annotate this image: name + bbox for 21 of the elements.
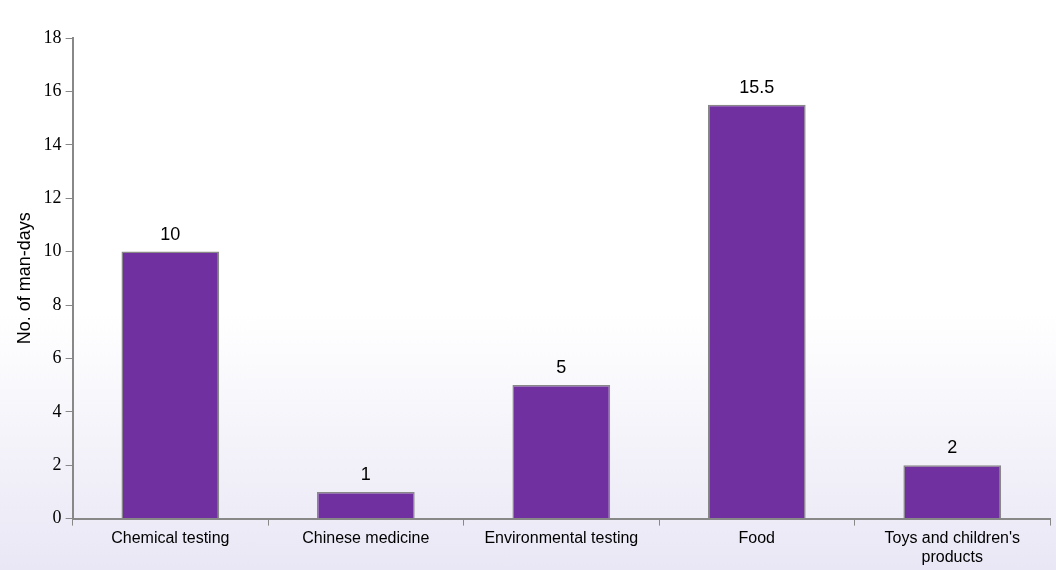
y-tick-label: 14 [43, 133, 62, 154]
x-tick-label: Chemical testing [111, 528, 230, 546]
data-label: 5 [556, 357, 567, 378]
data-label: 1 [360, 463, 371, 484]
y-tick-label: 8 [52, 293, 62, 314]
data-label: 15.5 [739, 76, 775, 97]
data-label: 10 [160, 223, 181, 244]
y-tick-label: 2 [52, 453, 62, 474]
x-tick-label: Environmental testing [484, 528, 639, 546]
y-tick-label: 0 [52, 507, 62, 528]
y-tick-label: 18 [43, 26, 62, 47]
x-tick-label: Food [738, 528, 776, 546]
y-axis-title: No. of man-days [13, 212, 34, 345]
data-label: 2 [947, 437, 958, 458]
x-tick-label: Chinese medicine [302, 528, 430, 546]
y-tick-label: 10 [43, 240, 62, 261]
y-tick-label: 4 [52, 400, 62, 421]
x-tick-label: Toys and children's products [884, 528, 1021, 565]
y-tick-label: 12 [43, 186, 62, 207]
y-tick-label: 6 [52, 347, 62, 368]
y-tick-label: 16 [43, 80, 62, 101]
